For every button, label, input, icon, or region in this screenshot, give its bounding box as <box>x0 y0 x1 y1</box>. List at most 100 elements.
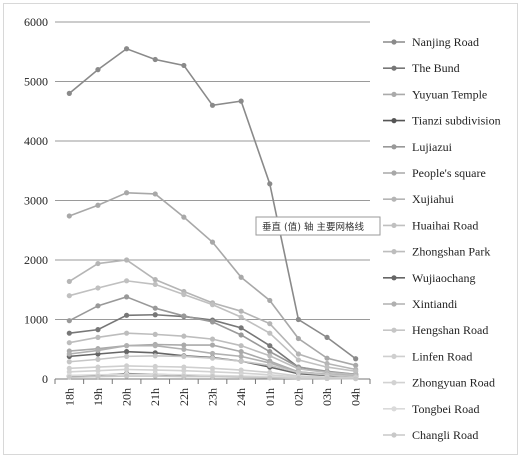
data-point <box>238 358 244 364</box>
data-point <box>238 314 244 320</box>
legend-item: Changli Road <box>383 428 478 442</box>
legend-label: Yuyuan Temple <box>412 87 487 101</box>
data-point <box>295 316 302 323</box>
data-point <box>209 319 216 325</box>
data-point <box>238 332 244 338</box>
data-point <box>66 365 72 371</box>
data-point <box>123 343 130 349</box>
series-changli-road <box>66 373 359 382</box>
data-point <box>66 318 72 324</box>
data-point <box>324 375 330 382</box>
legend-item: Hengshan Road <box>383 323 488 337</box>
data-point <box>123 330 130 336</box>
data-point <box>181 346 187 352</box>
legend-swatch-marker <box>391 144 397 150</box>
data-point <box>238 343 244 349</box>
legend-item: Huaihai Road <box>383 218 478 232</box>
data-point <box>324 334 330 340</box>
legend-swatch-marker <box>391 170 397 176</box>
data-point <box>295 375 302 382</box>
data-point <box>267 353 273 359</box>
x-tick-label: 23h <box>206 388 220 406</box>
data-point <box>324 355 330 361</box>
data-point <box>181 62 187 69</box>
data-point <box>123 294 130 300</box>
data-point <box>238 374 244 380</box>
data-point <box>353 362 359 368</box>
legend-swatch-marker <box>391 406 397 412</box>
data-point <box>95 67 101 73</box>
data-point <box>209 336 216 342</box>
data-point <box>66 293 72 299</box>
tooltip-box <box>255 216 381 236</box>
data-point <box>152 56 158 63</box>
legend-label: Hengshan Road <box>412 323 488 337</box>
x-tick-label: 19h <box>91 388 105 406</box>
legend-swatch-marker <box>391 249 397 255</box>
legend-swatch-marker <box>391 222 397 228</box>
gridline-tooltip: 垂直 (值) 轴 主要网格线 <box>255 216 381 236</box>
series-nanjing-road <box>66 46 359 362</box>
legend-label: Huaihai Road <box>412 218 478 232</box>
x-tick-label: 21h <box>148 388 162 406</box>
data-point <box>267 330 273 336</box>
data-point <box>123 257 130 263</box>
data-point <box>209 374 216 380</box>
data-point <box>95 364 101 370</box>
data-point <box>209 350 216 357</box>
legend-item: Tianzi subdivision <box>383 114 501 128</box>
data-point <box>181 313 187 319</box>
legend: Nanjing Road The Bund Yuyuan Temple Tianzi … <box>383 35 501 442</box>
legend-item: The Bund <box>383 61 460 75</box>
legend-swatch-marker <box>391 118 397 124</box>
series-people-s-square <box>66 190 359 368</box>
data-point <box>181 374 187 380</box>
x-tick-label: 02h <box>291 388 305 406</box>
data-point <box>95 351 101 357</box>
y-tick-label: 5000 <box>24 75 48 89</box>
legend-label: Linfen Road <box>412 349 472 363</box>
legend-label: Zhongyuan Road <box>412 376 495 390</box>
legend-item: People's square <box>383 166 486 180</box>
legend-item: Tongbei Road <box>383 402 479 416</box>
data-point <box>123 312 130 318</box>
legend-swatch-marker <box>391 196 397 202</box>
legend-item: Linfen Road <box>383 349 472 363</box>
data-point <box>66 90 72 96</box>
data-point <box>267 181 273 187</box>
data-point <box>238 353 244 359</box>
data-point <box>123 349 130 355</box>
data-point <box>152 191 158 197</box>
data-point <box>152 343 158 349</box>
data-point <box>123 190 130 196</box>
x-tick-label: 18h <box>62 388 76 406</box>
data-point <box>95 202 101 208</box>
legend-label: Tongbei Road <box>412 402 479 416</box>
data-point <box>66 340 72 346</box>
legend-label: Changli Road <box>412 428 478 442</box>
x-tick-label: 20h <box>120 388 134 406</box>
data-point <box>209 342 216 348</box>
legend-item: Zhongyuan Road <box>383 376 495 390</box>
legend-item: Wujiaochang <box>383 271 476 285</box>
legend-item: Lujiazui <box>383 140 453 154</box>
legend-swatch-marker <box>391 327 397 333</box>
data-point <box>181 353 187 359</box>
data-point <box>324 360 330 367</box>
data-point <box>181 291 187 298</box>
data-point <box>152 305 158 311</box>
data-point <box>324 364 330 370</box>
legend-swatch-marker <box>391 353 397 359</box>
data-point <box>209 102 216 108</box>
data-point <box>267 321 273 327</box>
legend-swatch-marker <box>391 301 397 307</box>
x-tick-label: 04h <box>349 388 363 406</box>
data-point <box>123 373 130 379</box>
data-point <box>66 374 72 380</box>
data-point <box>95 327 101 333</box>
data-point <box>238 98 244 104</box>
data-point <box>295 357 302 363</box>
y-tick-label: 4000 <box>24 134 48 148</box>
data-point <box>209 239 216 245</box>
